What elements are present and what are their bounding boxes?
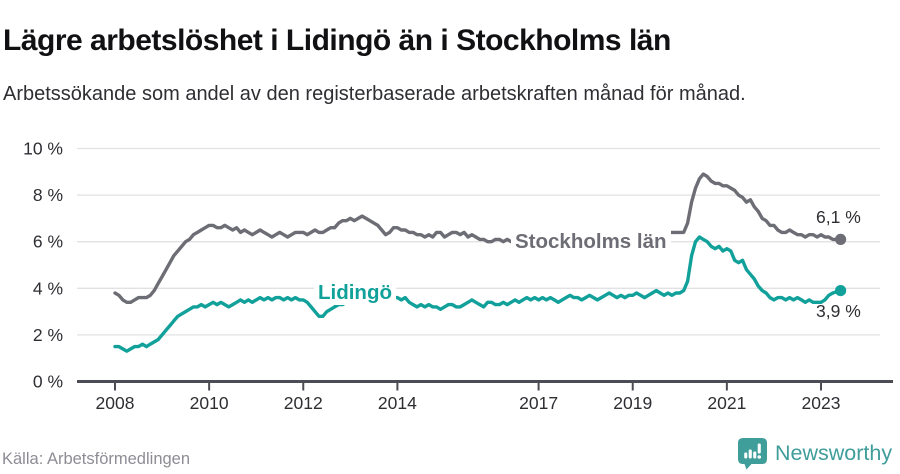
end-value-stockholms-lan: 6,1 % (816, 207, 861, 227)
y-axis-tick-label: 10 % (23, 139, 63, 159)
newsworthy-bubble-icon (738, 438, 767, 470)
end-value-lidingo: 3,9 % (816, 301, 861, 321)
y-axis-tick-label: 8 % (33, 185, 63, 205)
x-axis-tick-label: 2023 (802, 393, 841, 413)
y-axis-tick-label: 0 % (33, 372, 63, 392)
x-axis-tick-label: 2008 (96, 393, 135, 413)
x-axis-tick-label: 2017 (519, 393, 558, 413)
chart-title: Lägre arbetslöshet i Lidingö än i Stockh… (3, 24, 671, 58)
series-label-stockholms-lan: Stockholms län (511, 230, 671, 254)
series-end-dot-0 (835, 233, 847, 245)
y-axis-tick-label: 2 % (33, 325, 63, 345)
newsworthy-wordmark: Newsworthy (775, 441, 893, 465)
chart-subtitle: Arbetssökande som andel av den registerb… (3, 83, 746, 105)
series-line-0 (113, 172, 843, 304)
y-axis-tick-label: 4 % (33, 278, 63, 298)
x-axis-tick-label: 2012 (284, 393, 323, 413)
x-axis-tick-label: 2021 (707, 393, 746, 413)
x-axis-tick-label: 2010 (190, 393, 229, 413)
x-axis-tick-label: 2014 (378, 393, 417, 413)
series-line-1 (113, 235, 843, 353)
series-label-lidingo: Lidingö (314, 281, 397, 305)
y-axis-tick-label: 6 % (33, 232, 63, 252)
series-end-dot-1 (835, 285, 847, 297)
newsworthy-logo: Newsworthy (737, 437, 892, 470)
source-credit: Källa: Arbetsförmedlingen (2, 450, 191, 468)
x-axis-tick-label: 2019 (613, 393, 652, 413)
